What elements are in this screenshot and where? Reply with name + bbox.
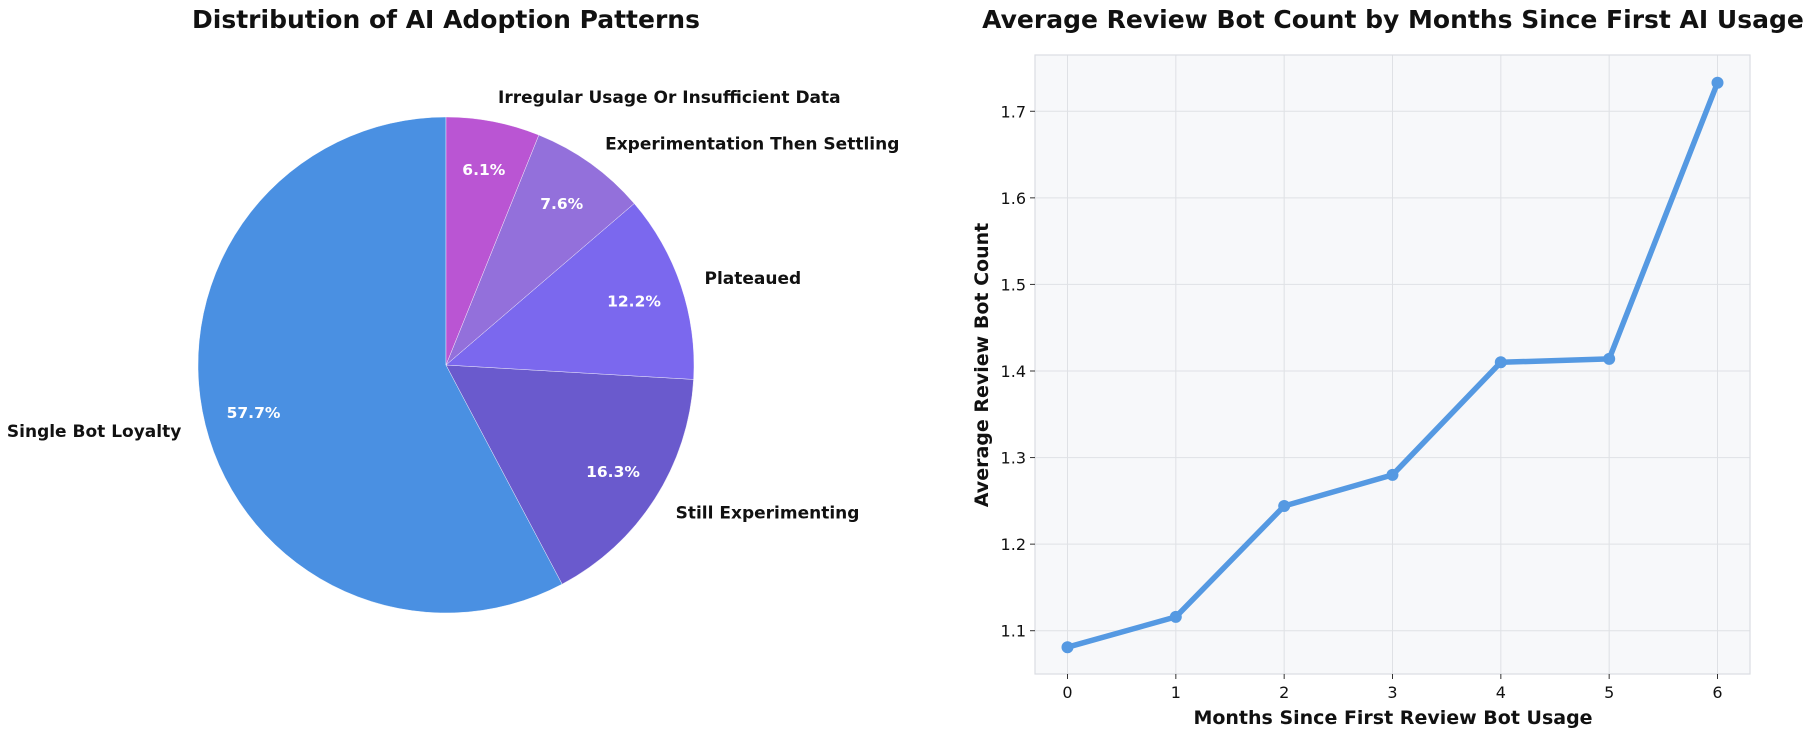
line-chart-panel: Average Review Bot Count by Months Since… xyxy=(971,5,1804,729)
x-tick-label: 3 xyxy=(1387,683,1397,702)
x-tick-label: 4 xyxy=(1496,683,1506,702)
pie-label-irregular-usage-or-insufficient-data: Irregular Usage Or Insufficient Data xyxy=(498,88,841,108)
y-tick-label: 1.6 xyxy=(1001,189,1026,208)
pie-slices xyxy=(197,116,695,614)
pie-label-plateaued: Plateaued xyxy=(705,269,802,289)
x-axis-ticks: 0 1 2 3 4 5 6 xyxy=(1062,674,1723,702)
y-axis-label: Average Review Bot Count xyxy=(971,223,993,507)
pie-slice-still-experimenting xyxy=(445,364,694,585)
y-tick-label: 1.5 xyxy=(1001,275,1026,294)
x-axis-label: Months Since First Review Bot Usage xyxy=(1193,707,1592,729)
y-tick-label: 1.3 xyxy=(1001,449,1026,468)
pie-percent-label-plateaued: 12.2% xyxy=(607,293,661,311)
x-tick-label: 1 xyxy=(1171,683,1181,702)
pie-percent-label-still-experimenting: 16.3% xyxy=(586,463,640,481)
x-tick-label: 5 xyxy=(1604,683,1614,702)
y-tick-label: 1.2 xyxy=(1001,535,1026,554)
y-tick-label: 1.4 xyxy=(1001,362,1026,381)
pie-chart-panel: Distribution of AI Adoption Patterns 57.… xyxy=(7,5,900,614)
data-point xyxy=(1711,76,1724,89)
data-point xyxy=(1603,352,1616,365)
pie-percent-label-irregular-usage-or-insufficient-data: 6.1% xyxy=(462,161,505,179)
y-tick-label: 1.1 xyxy=(1001,622,1026,641)
pie-label-still-experimenting: Still Experimenting xyxy=(676,503,860,523)
pie-label-single-bot-loyalty: Single Bot Loyalty xyxy=(7,422,181,442)
data-point xyxy=(1494,356,1507,369)
pie-chart-title: Distribution of AI Adoption Patterns xyxy=(192,5,700,34)
y-axis-ticks: 1.1 1.2 1.3 1.4 1.5 1.6 1.7 xyxy=(1001,102,1035,641)
pie-slice-experimentation-then-settling xyxy=(445,134,635,366)
y-tick-label: 1.7 xyxy=(1001,102,1026,121)
pie-labels: 57.7% Single Bot Loyalty 16.3% Still Experi… xyxy=(7,88,900,523)
pie-slice-irregular-usage-or-insufficient-data xyxy=(445,116,540,366)
pie-slice-plateaued xyxy=(445,203,695,380)
pie-slice-single-bot-loyalty xyxy=(197,116,563,614)
pie-percent-label-single-bot-loyalty: 57.7% xyxy=(227,404,281,422)
x-tick-label: 2 xyxy=(1279,683,1289,702)
data-point xyxy=(1169,610,1182,623)
x-tick-label: 6 xyxy=(1712,683,1722,702)
data-point xyxy=(1278,500,1291,512)
line-chart-title: Average Review Bot Count by Months Since… xyxy=(982,5,1804,34)
pie-label-experimentation-then-settling: Experimentation Then Settling xyxy=(605,134,899,154)
x-tick-label: 0 xyxy=(1062,683,1072,702)
data-point xyxy=(1061,641,1074,654)
pie-percent-label-experimentation-then-settling: 7.6% xyxy=(540,195,583,213)
data-point xyxy=(1386,468,1399,481)
line-series xyxy=(1061,76,1724,654)
